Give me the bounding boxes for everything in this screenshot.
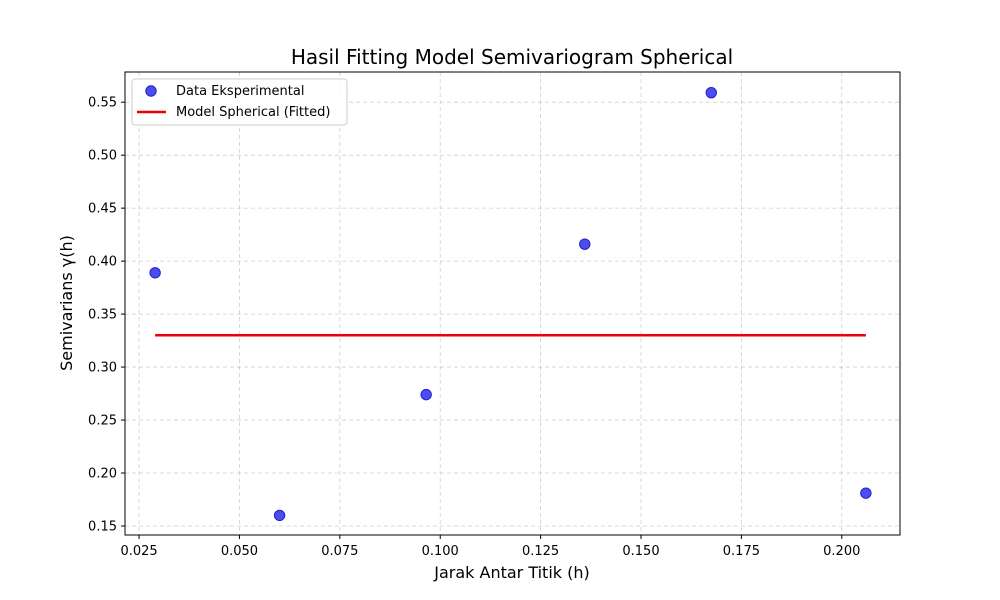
y-tick-label: 0.25 <box>88 414 117 429</box>
data-point <box>860 487 872 499</box>
y-tick-label: 0.35 <box>88 308 117 323</box>
y-axis-label: Semivarians γ(h) <box>57 235 76 371</box>
x-axis-label: Jarak Antar Titik (h) <box>433 563 590 582</box>
x-tick-label: 0.075 <box>321 544 358 559</box>
x-tick-label: 0.200 <box>823 544 860 559</box>
grid-layer <box>125 72 900 535</box>
x-tick-label: 0.050 <box>221 544 258 559</box>
x-tick-label: 0.125 <box>522 544 559 559</box>
data-point <box>579 238 591 250</box>
legend-label-data: Data Eksperimental <box>176 84 304 99</box>
y-tick-label: 0.55 <box>88 96 117 111</box>
x-tick-label: 0.100 <box>422 544 459 559</box>
data-point <box>149 267 161 279</box>
legend-marker-data <box>145 85 157 97</box>
chart-title: Hasil Fitting Model Semivariogram Spheri… <box>291 45 733 69</box>
legend: Data Eksperimental Model Spherical (Fitte… <box>131 78 348 126</box>
data-point <box>420 388 432 401</box>
x-tick-label: 0.150 <box>622 544 659 559</box>
legend-box <box>131 78 348 126</box>
x-tick-label: 0.025 <box>120 544 157 559</box>
y-tick-label: 0.40 <box>88 255 117 270</box>
y-tick-label: 0.30 <box>88 361 117 376</box>
y-tick-label: 0.50 <box>88 149 117 164</box>
data-point <box>273 509 286 522</box>
legend-label-model: Model Spherical (Fitted) <box>176 105 330 120</box>
series-layer <box>149 86 872 522</box>
y-tick-label: 0.20 <box>88 467 117 482</box>
y-tick-label: 0.15 <box>88 519 117 534</box>
tick-layer: 0.025 0.050 0.075 0.100 0.125 0.150 0.175 0.200… <box>88 96 860 559</box>
plot-frame <box>124 71 901 536</box>
data-point <box>705 86 717 99</box>
y-tick-label: 0.45 <box>88 202 117 217</box>
x-tick-label: 0.175 <box>723 544 760 559</box>
